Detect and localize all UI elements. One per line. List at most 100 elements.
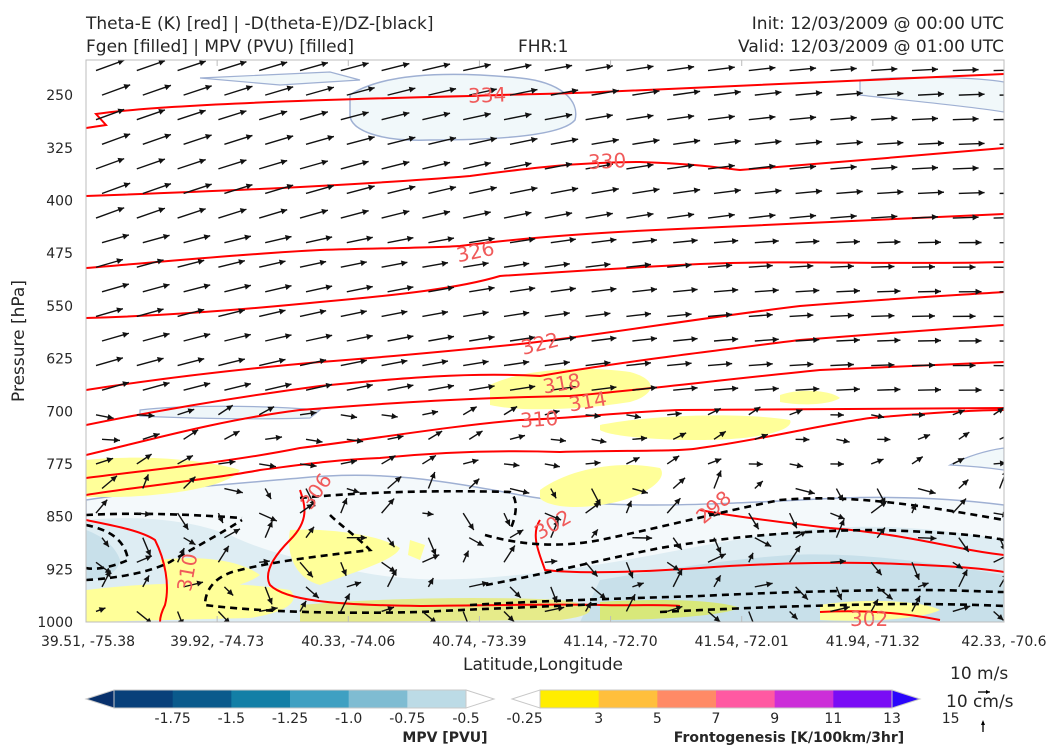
- wind-arrow: [340, 61, 369, 72]
- wind-arrow: [346, 534, 367, 541]
- wind-arrow: [177, 408, 195, 416]
- wind-arrow: [667, 64, 695, 72]
- wind-arrow: [427, 471, 436, 489]
- wind-arrow: [386, 569, 398, 588]
- wind-arrow: [673, 138, 701, 145]
- title-valid-time: Valid: 12/03/2009 @ 01:00 UTC: [738, 37, 1004, 57]
- wind-arrow: [707, 262, 733, 269]
- y-tick-label: 625: [46, 352, 73, 368]
- wind-arrow: [550, 237, 576, 244]
- wind-arrow: [305, 382, 333, 391]
- wind-arrow: [998, 472, 1004, 489]
- wind-arrow: [422, 210, 451, 219]
- wind-arrow: [218, 259, 246, 268]
- wind-arrow: [101, 182, 131, 195]
- wind-arrow: [993, 315, 1004, 318]
- wind-arrow: [754, 238, 779, 245]
- wind-arrow: [789, 361, 814, 368]
- wind-arrow: [625, 593, 636, 612]
- wind-arrow: [585, 412, 601, 419]
- colorbar-swatch: [172, 690, 232, 708]
- wind-arrow: [509, 487, 530, 495]
- wind-arrow: [707, 114, 735, 121]
- wind-arrow: [509, 285, 536, 293]
- wind-arrow: [218, 60, 247, 72]
- wind-arrow: [259, 259, 286, 268]
- wind-arrow: [259, 558, 270, 565]
- wind-arrow: [836, 188, 863, 195]
- wind-arrow: [299, 462, 317, 469]
- wind-arrow: [95, 607, 106, 613]
- wind-arrow: [177, 109, 206, 121]
- wind-arrow: [183, 429, 199, 440]
- wind-arrow: [836, 337, 860, 344]
- wind-arrow: [381, 498, 395, 514]
- wind-arrow: [917, 487, 936, 495]
- wind-arrow: [177, 258, 205, 268]
- wind-arrow: [626, 162, 654, 170]
- wind-arrow: [177, 207, 206, 219]
- wind-arrow: [917, 433, 931, 441]
- wind-arrow: [224, 183, 253, 195]
- wind-arrow: [264, 586, 273, 605]
- wind-arrow: [667, 360, 692, 367]
- wind-arrow: [754, 188, 782, 195]
- wind-arrow: [830, 461, 844, 468]
- y-axis-ticks: 250 325 400 475 550 625 700 775 850 925 1000: [37, 88, 73, 631]
- wind-arrow: [952, 457, 965, 465]
- wind-arrow: [625, 500, 632, 514]
- wind-arrow: [707, 64, 735, 72]
- wind-arrow: [299, 110, 329, 121]
- colorbar-tick-label: -1.0: [335, 711, 362, 727]
- wind-arrow: [177, 512, 189, 531]
- wind-arrow: [428, 430, 443, 440]
- wind-arrow: [830, 65, 857, 72]
- wind-arrow: [550, 488, 557, 499]
- wind-arrow: [299, 259, 327, 268]
- colorbar-outline: [113, 689, 467, 709]
- wind-arrow: [142, 234, 170, 244]
- wind-arrow: [789, 545, 801, 563]
- wind-arrow: [673, 237, 698, 244]
- wind-arrow: [95, 307, 124, 318]
- wind-arrow: [136, 555, 153, 563]
- title-forecast-hour: FHR:1: [518, 37, 569, 57]
- wind-arrow: [422, 554, 440, 563]
- y-tick-label: 400: [46, 194, 73, 210]
- wind-arrow: [666, 561, 680, 572]
- y-tick-label: 850: [46, 510, 73, 526]
- wind-arrow: [381, 413, 398, 420]
- wind-arrow: [707, 361, 733, 368]
- wind-arrow: [136, 60, 166, 72]
- wind-arrow: [871, 263, 895, 270]
- wind-arrow: [101, 475, 118, 490]
- wind-arrow: [877, 337, 901, 344]
- wind-arrow: [469, 334, 495, 342]
- wind-arrow: [95, 108, 125, 121]
- wind-arrow: [264, 134, 294, 145]
- wind-arrow: [917, 91, 945, 98]
- wind-arrow: [462, 512, 475, 531]
- mpv-colorbar-label: MPV [PVU]: [402, 730, 487, 746]
- wind-arrow: [666, 455, 680, 465]
- wind-arrow: [176, 547, 185, 563]
- wind-arrow: [836, 288, 860, 295]
- wind-arrow: [870, 561, 883, 576]
- colorbar-tick-label: -0.25: [507, 711, 543, 727]
- wind-arrow: [381, 561, 397, 573]
- wind-arrow: [789, 409, 803, 416]
- wind-arrow: [224, 528, 241, 539]
- wind-arrow: [789, 462, 804, 469]
- wind-arrow: [748, 212, 776, 219]
- wind-arrow: [911, 164, 939, 171]
- wind-arrow: [421, 610, 437, 622]
- wind-arrow: [917, 386, 942, 393]
- wind-arrow: [958, 91, 985, 98]
- wind-arrow: [713, 470, 722, 489]
- wind-arrow: [999, 389, 1004, 391]
- wind-arrow: [754, 480, 764, 490]
- wind-arrow: [305, 526, 315, 539]
- wind-arrow: [830, 312, 854, 319]
- wind-arrow: [469, 285, 495, 293]
